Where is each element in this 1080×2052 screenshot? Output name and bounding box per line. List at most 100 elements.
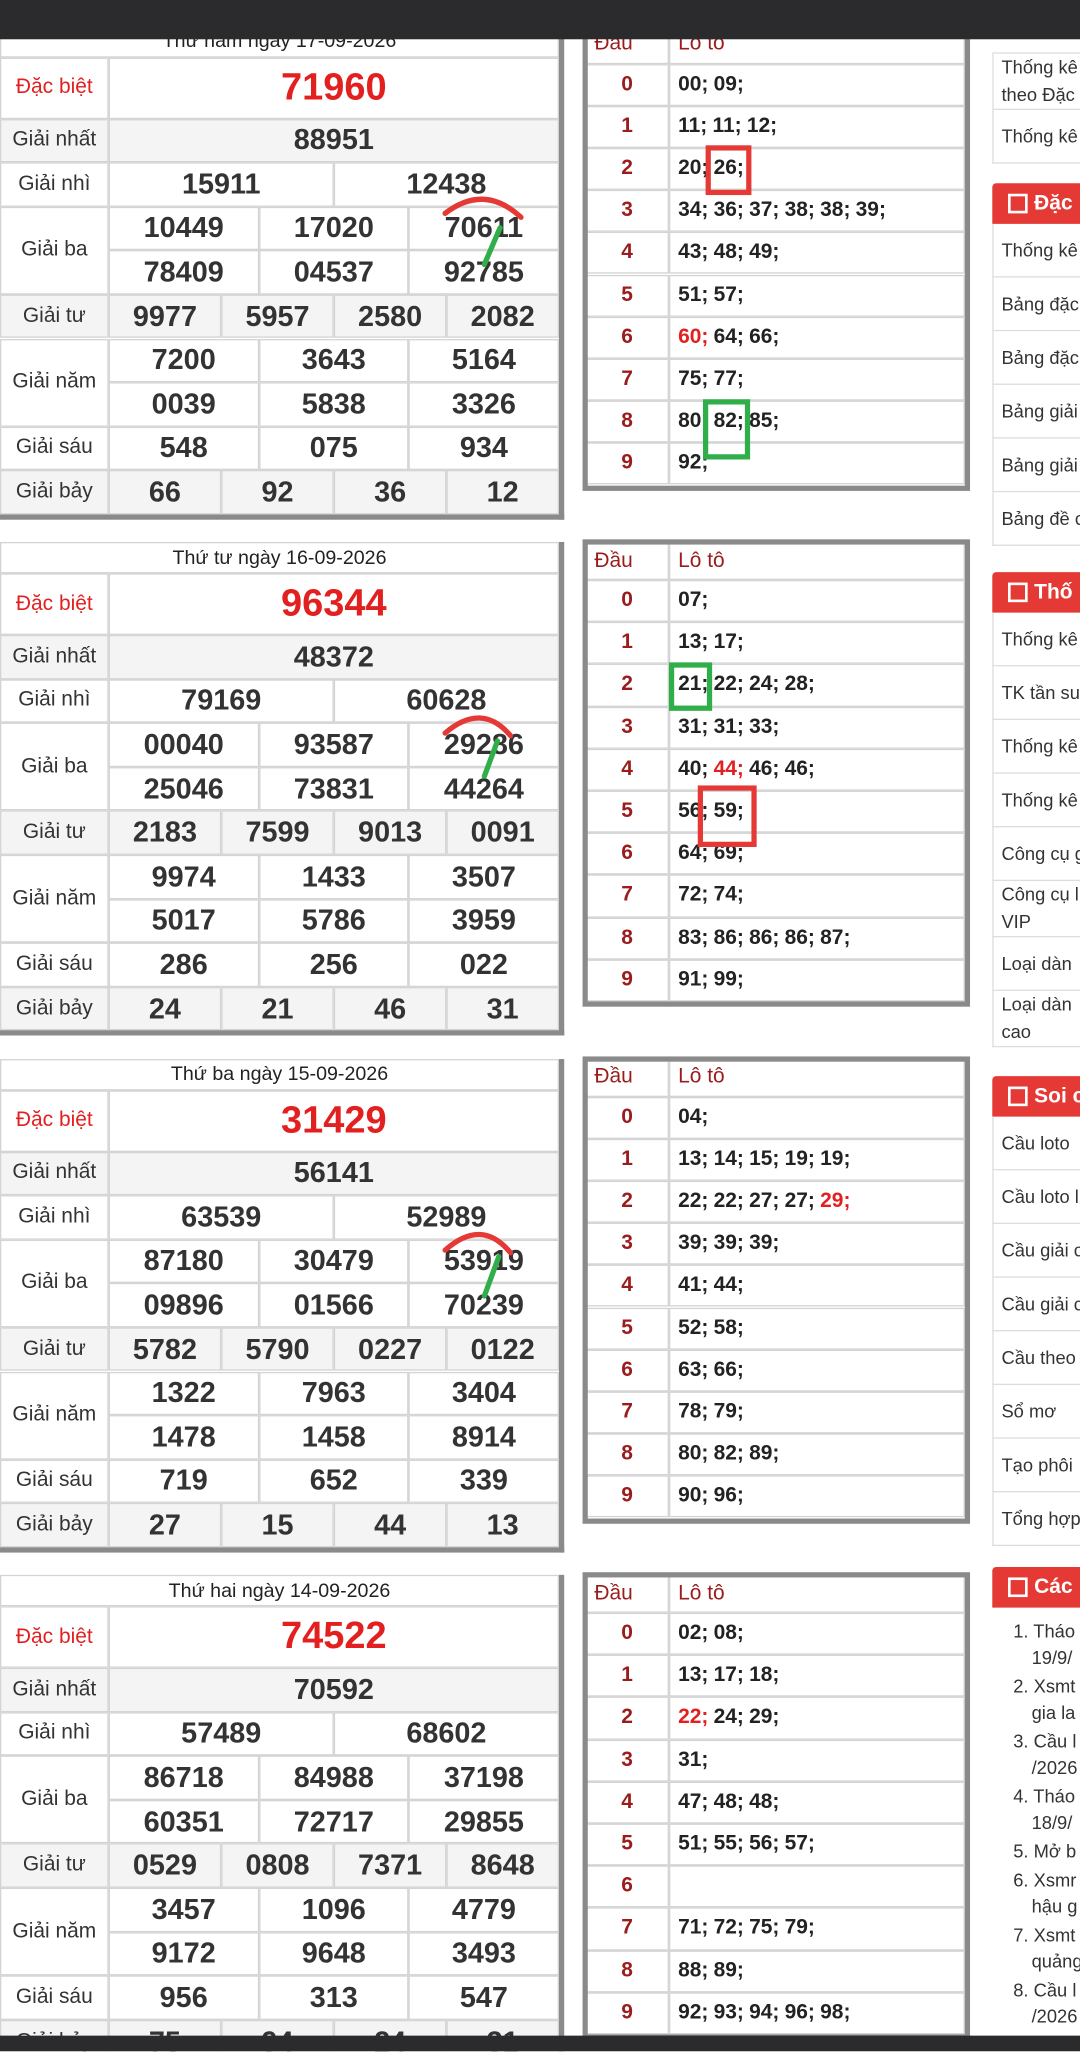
link-text[interactable]: Bảng giải <box>1001 399 1078 421</box>
prize-number: 3493 <box>408 1931 559 1976</box>
loto-row: 13; 17; 18; <box>668 1654 965 1698</box>
prize-label: Giải nhì <box>0 1195 109 1240</box>
sidebar-link[interactable]: Bảng đặc <box>992 331 1080 385</box>
link-text[interactable]: gia la <box>1031 1701 1076 1723</box>
link-text[interactable]: quảng <box>1031 1950 1080 1972</box>
link-text[interactable]: Cầu giải c <box>1001 1292 1080 1314</box>
sidebar-link[interactable]: Sổ mơ <box>992 1385 1080 1439</box>
link-text[interactable]: Cầu giải c <box>1001 1239 1080 1260</box>
sidebar-link[interactable]: Thống kê <box>992 612 1080 667</box>
sidebar-link[interactable]: 8. Cầu l/2026 <box>992 1975 1080 2030</box>
link-text[interactable]: Tạo phôi <box>1001 1453 1073 1475</box>
sidebar-link[interactable]: Thống kê <box>992 773 1080 828</box>
sidebar-link[interactable]: Cầu theo <box>992 1331 1080 1386</box>
link-text[interactable]: Thống kê <box>1001 238 1078 260</box>
sidebar-link[interactable]: Bảng giải <box>992 438 1080 493</box>
link-text[interactable]: Công cụ l <box>1001 883 1079 905</box>
link-text[interactable]: TK tần su <box>1001 681 1080 703</box>
loto-number: 52; <box>678 1316 709 1339</box>
sidebar-link[interactable]: Công cụ g <box>992 827 1080 882</box>
prize-number: 256 <box>258 942 409 987</box>
loto-row: 83; 86; 86; 86; 87; <box>668 917 965 960</box>
link-text[interactable]: 4. Tháo <box>1013 1785 1076 1807</box>
sidebar-link[interactable]: Bảng giải <box>992 384 1080 439</box>
prize-number: 84988 <box>258 1755 409 1800</box>
sidebar-link[interactable]: Thống kê <box>992 223 1080 278</box>
loto-number: 44; <box>713 1274 744 1297</box>
sidebar-link[interactable]: Bảng đặc <box>992 277 1080 332</box>
link-text[interactable]: Loại dàn <box>1001 993 1072 1015</box>
loto-number: 36; <box>713 199 744 222</box>
sidebar-link[interactable]: 5. Mở b <box>992 1837 1080 1866</box>
sidebar-link[interactable]: Tổng hợp <box>992 1492 1080 1547</box>
link-text[interactable]: hậu g <box>1031 1895 1078 1917</box>
link-text[interactable]: Cầu loto <box>1001 1131 1070 1153</box>
link-text[interactable]: Thống kê <box>1001 56 1078 78</box>
link-text[interactable]: 3. Cầu l <box>1013 1730 1077 1752</box>
link-text[interactable]: Công cụ g <box>1001 842 1080 864</box>
sidebar-link[interactable]: Loại dàn cao <box>992 990 1080 1048</box>
loto-number: 02; <box>678 1622 709 1645</box>
sidebar-link[interactable]: Cầu loto l <box>992 1170 1080 1224</box>
sidebar-link[interactable]: Thống kê <box>992 719 1080 774</box>
sidebar-link[interactable]: Thống kê <box>992 109 1080 164</box>
loto-number: 58; <box>713 1316 744 1339</box>
sidebar-link[interactable]: 1. Tháo 19/9/ <box>992 1608 1080 1672</box>
link-text[interactable]: Thống kê <box>1001 125 1078 146</box>
link-text[interactable]: Loại dàn <box>1001 952 1072 974</box>
link-text[interactable]: Cầu loto l <box>1001 1185 1079 1207</box>
loto-number: 46; <box>749 757 780 781</box>
sidebar-link[interactable]: 2. Xsmt gia la <box>992 1672 1080 1727</box>
link-text[interactable]: 5. Mở b <box>1013 1840 1077 1862</box>
sidebar-link[interactable]: 6. Xsmr hậu g <box>992 1865 1080 1920</box>
loto-number: 96; <box>713 1485 744 1508</box>
loto-number: 86; <box>713 926 744 949</box>
loto-row: 31; <box>668 1739 965 1782</box>
loto-row: 64; 69; <box>668 832 965 875</box>
sidebar-link[interactable]: Tạo phôi <box>992 1438 1080 1493</box>
link-text[interactable]: Cầu theo <box>1001 1346 1076 1368</box>
sidebar-link[interactable]: Loại dàn <box>992 937 1080 991</box>
link-text[interactable]: Bảng đề c <box>1001 507 1080 529</box>
sidebar-link[interactable]: Cầu giải c <box>992 1277 1080 1332</box>
link-text[interactable]: 7. Xsmt <box>1013 1924 1076 1946</box>
loto-number: 38; <box>784 199 815 222</box>
sidebar-link[interactable]: Bảng đề c <box>992 492 1080 546</box>
sidebar-link[interactable]: Cầu giải c <box>992 1223 1080 1278</box>
link-text[interactable]: VIP <box>1001 911 1032 933</box>
link-text[interactable]: 19/9/ <box>1031 1646 1073 1668</box>
link-text[interactable]: Thống kê <box>1001 627 1078 649</box>
link-text[interactable]: /2026 <box>1031 2005 1078 2027</box>
sidebar-link[interactable]: Thống kê theo Đặc <box>992 52 1080 110</box>
link-text[interactable]: 8. Cầu l <box>1013 1979 1077 2001</box>
sidebar-link[interactable]: 7. Xsmt quảng <box>992 1920 1080 1975</box>
link-text[interactable]: Sổ mơ <box>1001 1400 1057 1422</box>
link-text[interactable]: 18/9/ <box>1031 1811 1073 1833</box>
sidebar-link[interactable]: Công cụ l VIP <box>992 881 1080 938</box>
loto-number: 39; <box>713 1232 744 1255</box>
link-text[interactable]: Thống kê <box>1001 788 1078 810</box>
loto-number: 29; <box>820 1189 851 1213</box>
prize-label: Giải năm <box>0 854 109 943</box>
prize-number: 15 <box>221 1503 334 1548</box>
link-text[interactable]: 1. Tháo <box>1013 1620 1076 1642</box>
prize-number: 0039 <box>108 382 259 427</box>
prize-number: 4779 <box>408 1887 559 1932</box>
link-text[interactable]: cao <box>1001 1021 1032 1043</box>
sidebar-link[interactable]: TK tần su <box>992 666 1080 720</box>
link-text[interactable]: Bảng đặc <box>1001 292 1079 314</box>
sidebar-link[interactable]: 4. Tháo 18/9/ <box>992 1782 1080 1837</box>
sidebar-link[interactable]: 3. Cầu l/2026 <box>992 1727 1080 1782</box>
prize-number: 3507 <box>408 854 559 899</box>
link-text[interactable]: theo Đặc <box>1001 83 1075 105</box>
link-text[interactable]: Tổng hợp <box>1001 1507 1080 1529</box>
sidebar-link[interactable]: Cầu loto <box>992 1116 1080 1171</box>
link-text[interactable]: Bảng giải <box>1001 453 1078 475</box>
link-text[interactable]: /2026 <box>1031 1756 1078 1778</box>
prize-number: 956 <box>108 1975 259 2020</box>
link-text[interactable]: Thống kê <box>1001 735 1078 756</box>
link-text[interactable]: 6. Xsmr <box>1013 1869 1077 1891</box>
loto-number: 22; <box>713 673 744 696</box>
link-text[interactable]: Bảng đặc <box>1001 346 1079 368</box>
link-text[interactable]: 2. Xsmt <box>1013 1675 1076 1697</box>
